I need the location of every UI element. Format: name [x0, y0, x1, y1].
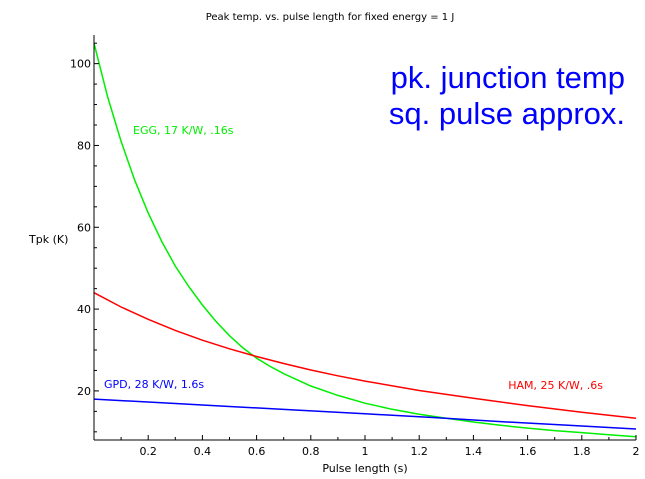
y-tick-label: 100 — [70, 58, 91, 71]
x-tick-label: 1 — [362, 445, 369, 458]
y-tick-label: 60 — [77, 221, 91, 234]
x-tick-label: 0.4 — [194, 445, 212, 458]
series-label-ham: HAM, 25 K/W, .6s — [508, 379, 603, 392]
ticks: 0.2 0.4 0.6 0.8 1 1.2 1.4 1.6 1.8 2 20 40 60 80 100 — [70, 42, 640, 458]
x-tick-label: 1.4 — [465, 445, 483, 458]
y-tick-label: 80 — [77, 139, 91, 152]
x-tick-label: 0.6 — [248, 445, 266, 458]
plot-lines — [93, 43, 637, 438]
x-tick-label: 0.8 — [302, 445, 320, 458]
series-line-0 — [93, 43, 637, 438]
x-axis-title: Pulse length (s) — [322, 462, 407, 475]
chart-title: Peak temp. vs. pulse length for fixed en… — [206, 12, 455, 23]
y-tick-label: 40 — [77, 303, 91, 316]
x-tick-label: 2 — [633, 445, 640, 458]
series-line-2 — [93, 398, 637, 430]
x-tick-label: 0.2 — [139, 445, 157, 458]
y-axis-title: Tpk (K) — [28, 233, 68, 246]
x-tick-label: 1.2 — [410, 445, 428, 458]
series-line-1 — [93, 292, 637, 420]
y-tick-label: 20 — [77, 385, 91, 398]
series-label-gpd: GPD, 28 K/W, 1.6s — [104, 378, 204, 391]
annotation-line-2: sq. pulse approx. — [389, 96, 625, 131]
annotation-line-1: pk. junction temp — [391, 60, 625, 95]
x-tick-label: 1.8 — [573, 445, 591, 458]
x-tick-label: 1.6 — [519, 445, 537, 458]
series-label-egg: EGG, 17 K/W, .16s — [133, 124, 234, 137]
